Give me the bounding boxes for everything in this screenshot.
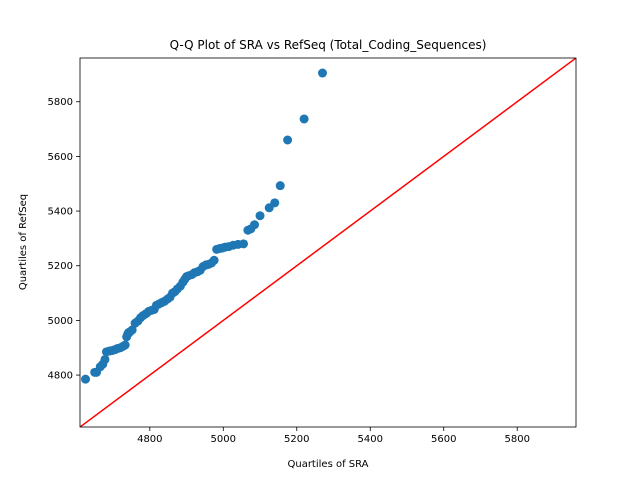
x-tick-label: 5200 — [284, 434, 309, 445]
plot-area: 4800 5000 5200 5400 5600 5800 4800 5000 5200 5400… — [48, 57, 577, 445]
data-point — [283, 135, 293, 145]
reference-line — [80, 58, 576, 427]
x-axis-label: Quartiles of SRA — [287, 459, 368, 470]
data-point — [299, 114, 309, 124]
y-tick-label: 5600 — [48, 152, 73, 163]
data-point — [317, 68, 327, 78]
y-tick-label: 5800 — [48, 97, 73, 108]
y-tick-label: 5200 — [48, 261, 73, 272]
x-tick-label: 5400 — [358, 434, 383, 445]
data-point — [255, 211, 265, 221]
y-tick-label: 5000 — [48, 316, 73, 327]
data-point — [81, 374, 91, 384]
plot-frame — [79, 57, 577, 428]
y-axis-label: Quartiles of RefSeq — [18, 194, 29, 290]
x-tick-label: 5000 — [211, 434, 236, 445]
data-point — [120, 340, 130, 350]
data-point — [238, 239, 248, 249]
x-tick-label: 5600 — [431, 434, 456, 445]
data-point — [209, 255, 219, 265]
data-point — [100, 354, 110, 364]
y-tick-label: 4800 — [48, 371, 73, 382]
x-tick-label: 5800 — [504, 434, 529, 445]
y-tick-label: 5400 — [48, 207, 73, 218]
data-point — [270, 198, 280, 208]
data-point — [275, 181, 285, 191]
data-point — [127, 325, 137, 335]
data-point — [250, 220, 260, 230]
chart-title: Q-Q Plot of SRA vs RefSeq (Total_Coding_… — [170, 38, 487, 52]
x-tick-label: 4800 — [137, 434, 162, 445]
